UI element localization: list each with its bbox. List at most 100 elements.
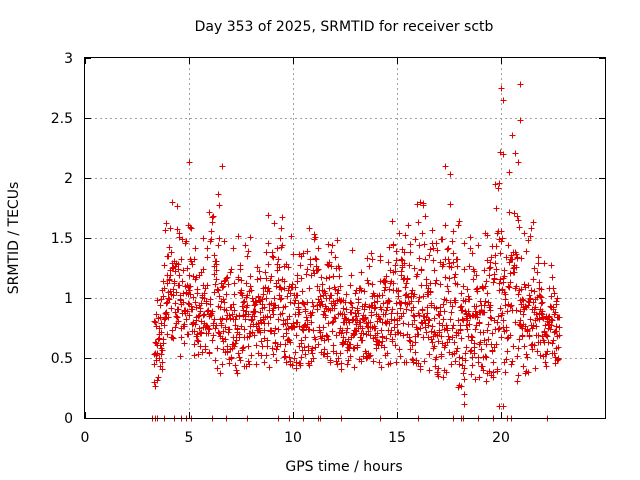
data-point xyxy=(520,297,527,304)
data-point xyxy=(500,151,507,158)
data-point xyxy=(455,222,462,229)
data-point xyxy=(464,317,471,324)
data-point xyxy=(279,242,286,249)
data-point xyxy=(501,273,508,280)
data-point xyxy=(528,287,535,294)
data-point xyxy=(172,300,179,307)
data-point xyxy=(337,298,344,305)
data-point xyxy=(534,348,541,355)
data-point xyxy=(415,298,422,305)
data-point xyxy=(194,286,201,293)
data-point xyxy=(461,365,468,372)
data-point xyxy=(224,343,231,350)
data-point xyxy=(480,329,487,336)
data-point xyxy=(359,325,366,332)
data-point xyxy=(412,339,419,346)
data-point xyxy=(234,326,241,333)
data-point xyxy=(292,284,299,291)
data-point xyxy=(289,362,296,369)
data-point xyxy=(163,300,170,307)
data-point xyxy=(434,247,441,254)
data-point xyxy=(372,325,379,332)
data-point xyxy=(470,276,477,283)
data-point xyxy=(514,378,521,385)
data-point xyxy=(498,85,505,92)
data-point xyxy=(360,330,367,337)
data-point xyxy=(412,349,419,356)
data-point xyxy=(297,262,304,269)
data-point xyxy=(178,334,185,341)
data-point xyxy=(439,236,446,243)
data-point xyxy=(424,304,431,311)
data-point xyxy=(181,340,188,347)
data-point xyxy=(302,351,309,358)
data-point xyxy=(449,325,456,332)
data-point xyxy=(326,285,333,292)
data-point xyxy=(281,348,288,355)
y-tick-label: 1.5 xyxy=(51,231,73,247)
data-point xyxy=(529,325,536,332)
data-point xyxy=(533,323,540,330)
data-point xyxy=(426,252,433,259)
data-point xyxy=(452,271,459,278)
data-point xyxy=(453,348,460,355)
data-point xyxy=(479,363,486,370)
data-point xyxy=(247,234,254,241)
data-point xyxy=(525,369,532,376)
data-point xyxy=(168,249,175,256)
data-point xyxy=(516,336,523,343)
data-point xyxy=(530,276,537,283)
data-point xyxy=(358,287,365,294)
data-point xyxy=(261,327,268,334)
data-point xyxy=(366,263,373,270)
data-point xyxy=(486,368,493,375)
data-point xyxy=(349,247,356,254)
data-point xyxy=(176,282,183,289)
data-point xyxy=(348,309,355,316)
data-point xyxy=(298,337,305,344)
data-point xyxy=(459,307,466,314)
data-point xyxy=(530,322,537,329)
data-point xyxy=(282,341,289,348)
data-point xyxy=(248,317,255,324)
data-point xyxy=(311,231,318,238)
data-point xyxy=(386,298,393,305)
data-point xyxy=(257,275,264,282)
data-point xyxy=(454,263,461,270)
data-point xyxy=(309,299,316,306)
data-point xyxy=(469,354,476,361)
data-point xyxy=(384,350,391,357)
data-point xyxy=(472,326,479,333)
data-point xyxy=(256,297,263,304)
data-point xyxy=(370,358,377,365)
data-point xyxy=(213,261,220,268)
data-point xyxy=(496,325,503,332)
data-point xyxy=(486,265,493,272)
data-point xyxy=(304,248,311,255)
data-point xyxy=(482,298,489,305)
data-point xyxy=(309,309,316,316)
data-point xyxy=(545,339,552,346)
data-point xyxy=(332,315,339,322)
data-point xyxy=(278,225,285,232)
data-point xyxy=(378,364,385,371)
data-point xyxy=(463,344,470,351)
y-axis-label: SRMTID / TECUs xyxy=(6,182,22,295)
data-point xyxy=(283,359,290,366)
data-point xyxy=(421,358,428,365)
data-point xyxy=(174,226,181,233)
data-point xyxy=(428,328,435,335)
data-point xyxy=(364,255,371,262)
data-point xyxy=(283,330,290,337)
data-point xyxy=(422,213,429,220)
data-point xyxy=(194,331,201,338)
data-point xyxy=(347,341,354,348)
data-point xyxy=(423,276,430,283)
data-point xyxy=(235,233,242,240)
data-point xyxy=(230,301,237,308)
data-point xyxy=(510,265,517,272)
data-point xyxy=(441,308,448,315)
data-point xyxy=(535,260,542,267)
data-point xyxy=(517,117,524,124)
data-point xyxy=(555,344,562,351)
